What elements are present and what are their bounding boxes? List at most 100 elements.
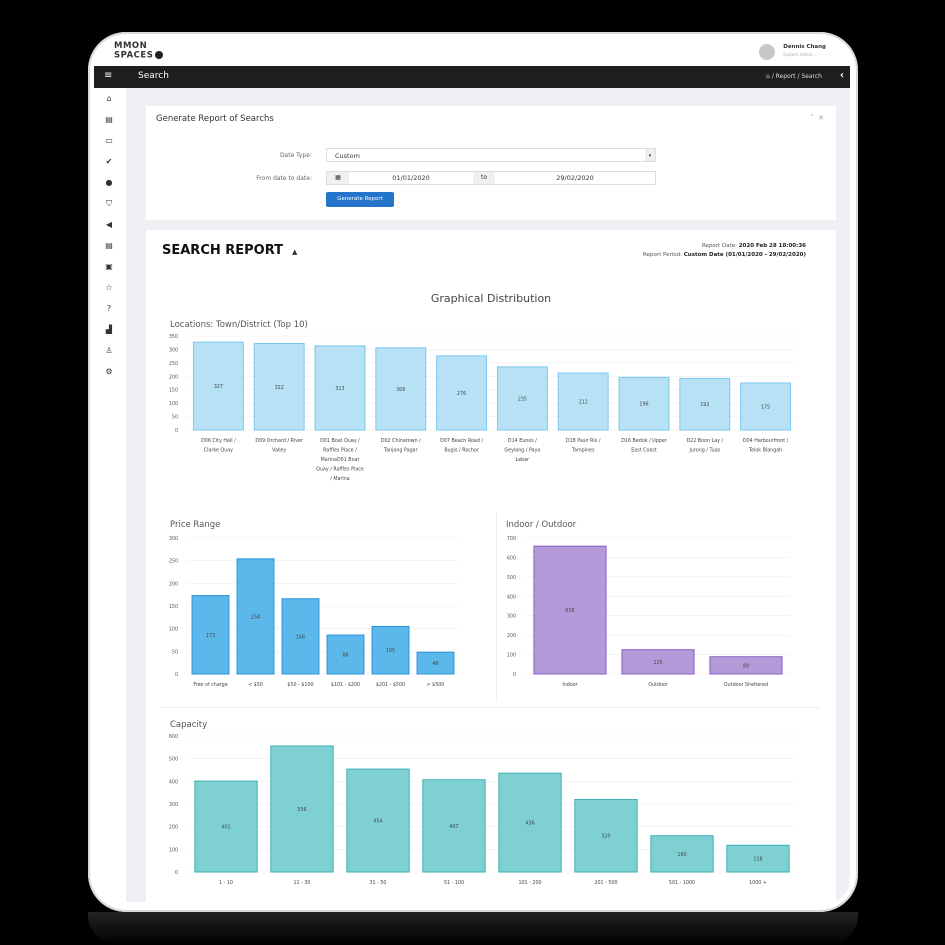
print-icon[interactable]: ▲: [292, 248, 298, 256]
section-title: Graphical Distribution: [430, 292, 552, 305]
top-navbar: ≡ Search ⌂ / Report / Search ‹: [94, 66, 850, 88]
chart-divider: [160, 707, 820, 708]
to-date-field[interactable]: 29/02/2020: [556, 174, 594, 182]
question-icon[interactable]: ?: [106, 304, 112, 313]
y-tick-label: 600: [169, 734, 178, 740]
check-icon[interactable]: ✔: [105, 157, 113, 166]
report-title: SEARCH REPORT: [162, 243, 284, 258]
capacity-chart-title: Capacity: [170, 720, 208, 730]
locations-chart: 0 50 100 150 200 250 300 350 327 D06 City Hall / C…: [169, 334, 796, 482]
data-label: 173: [206, 633, 215, 639]
star-icon[interactable]: ☆: [105, 283, 113, 292]
x-tick-label: Tampines: [571, 448, 595, 454]
document-icon[interactable]: ▤: [105, 115, 113, 124]
x-tick-label: Raffles Place /: [323, 448, 357, 454]
x-tick-label: Jurong / Tuas: [688, 448, 720, 454]
data-label: 196: [639, 402, 648, 408]
bar: [679, 377, 731, 431]
indoor-outdoor-chart-title: Indoor / Outdoor: [506, 520, 577, 530]
x-tick-label: D18 Pasir Ris /: [566, 438, 601, 444]
info-icon[interactable]: ●: [105, 178, 113, 187]
tablet-reflection: [88, 912, 858, 945]
data-label: 327: [214, 384, 223, 390]
bar: [557, 372, 609, 431]
bar: [253, 343, 305, 431]
user-icon[interactable]: ♙: [105, 346, 113, 355]
breadcrumb-report[interactable]: Report: [775, 73, 796, 80]
x-tick-label: D09 Orchard / River: [255, 438, 303, 444]
home-icon[interactable]: ⌂: [765, 73, 770, 80]
bar: [326, 634, 365, 675]
bar: [314, 345, 366, 431]
hamburger-menu-icon[interactable]: ≡: [104, 70, 113, 81]
date-type-select[interactable]: Custom ▾: [326, 148, 656, 162]
x-tick-label: Outdoor: [648, 682, 668, 688]
x-tick-label: 501 - 1000: [669, 880, 695, 886]
y-tick-label: 300: [507, 614, 516, 620]
bar: [618, 376, 670, 431]
y-tick-label: 150: [169, 604, 178, 610]
data-label: 105: [386, 648, 395, 654]
x-tick-label: > $500: [427, 682, 445, 688]
bar: [740, 382, 792, 431]
sidebar: ⌂ ▤ ▭ ✔ ● ⛉ ◀ ▤ ▣ ☆ ? ▟ ♙ ⚙: [94, 88, 126, 902]
data-label: 454: [373, 819, 382, 825]
bar: [270, 745, 334, 873]
x-tick-label: Tanjong Pagar: [383, 448, 418, 454]
x-tick-label: D22 Boon Lay /: [686, 438, 723, 444]
x-tick-label: D02 Chinatown /: [381, 438, 421, 444]
report-date-label: Report Date:: [701, 243, 737, 249]
chevron-down-icon: ▾: [645, 149, 655, 161]
x-tick-label: Quay / Raffles Place: [316, 467, 364, 473]
y-tick-label: 150: [169, 388, 178, 394]
x-tick-label: D16 Bedok / Upper: [621, 438, 667, 444]
file-icon[interactable]: ▤: [105, 241, 113, 250]
keyboard-icon[interactable]: ▭: [105, 136, 113, 145]
data-label: 86: [342, 653, 348, 659]
data-label: 48: [432, 661, 438, 667]
close-icon[interactable]: ✕: [818, 114, 824, 122]
y-tick-label: 200: [507, 633, 516, 639]
image-icon[interactable]: ▣: [105, 262, 113, 271]
generate-report-button[interactable]: Generate Report: [326, 192, 394, 207]
x-tick-label: $101 - $200: [331, 682, 360, 688]
collapse-chevron-icon[interactable]: ‹: [839, 70, 844, 81]
x-tick-label: Valley: [272, 448, 286, 454]
from-date-field[interactable]: 01/01/2020: [392, 174, 430, 182]
x-tick-label: Clarke Quay: [204, 448, 233, 454]
data-label: 436: [525, 821, 534, 827]
data-label: 401: [221, 825, 230, 831]
x-tick-label: Telok Blangah: [748, 448, 782, 454]
area-chart-icon[interactable]: ▟: [105, 325, 113, 334]
x-tick-label: MarinaD01 Boat: [321, 457, 360, 463]
data-label: 118: [753, 857, 762, 863]
settings-icon[interactable]: ⚙: [105, 367, 113, 376]
home-icon[interactable]: ⌂: [106, 94, 112, 103]
calendar-icon[interactable]: ▦: [327, 172, 349, 184]
panel-tools: ˅ ✕: [810, 114, 824, 122]
shield-icon[interactable]: ⛉: [106, 199, 112, 208]
avatar[interactable]: [759, 44, 776, 60]
bar: [416, 651, 455, 675]
user-role: System Admin...: [783, 52, 817, 57]
megaphone-icon[interactable]: ◀: [105, 220, 113, 229]
x-tick-label: East Coast: [631, 448, 657, 454]
collapse-icon[interactable]: ˅: [810, 114, 814, 122]
y-tick-label: 400: [169, 779, 178, 785]
report-period-value: Custom Date (01/01/2020 - 29/02/2020): [683, 252, 806, 258]
logo[interactable]: MMON SPACES: [114, 42, 164, 61]
data-label: 306: [396, 387, 405, 393]
y-tick-label: 250: [169, 559, 178, 565]
y-tick-label: 350: [169, 334, 178, 340]
y-tick-label: 50: [172, 415, 178, 421]
user-menu[interactable]: Dennis Chang System Admin...: [759, 44, 826, 60]
y-tick-label: 0: [513, 672, 516, 678]
data-label: 556: [297, 807, 306, 813]
indoor-outdoor-chart: 0 100 200 300 400 500 600 700 658 Indoor 125 Outdoo…: [507, 536, 790, 688]
y-tick-label: 300: [169, 536, 178, 542]
bar: [621, 649, 695, 675]
data-label: 407: [449, 824, 458, 830]
data-label: 235: [518, 396, 527, 402]
data-label: 175: [761, 405, 770, 411]
y-tick-label: 500: [169, 757, 178, 763]
